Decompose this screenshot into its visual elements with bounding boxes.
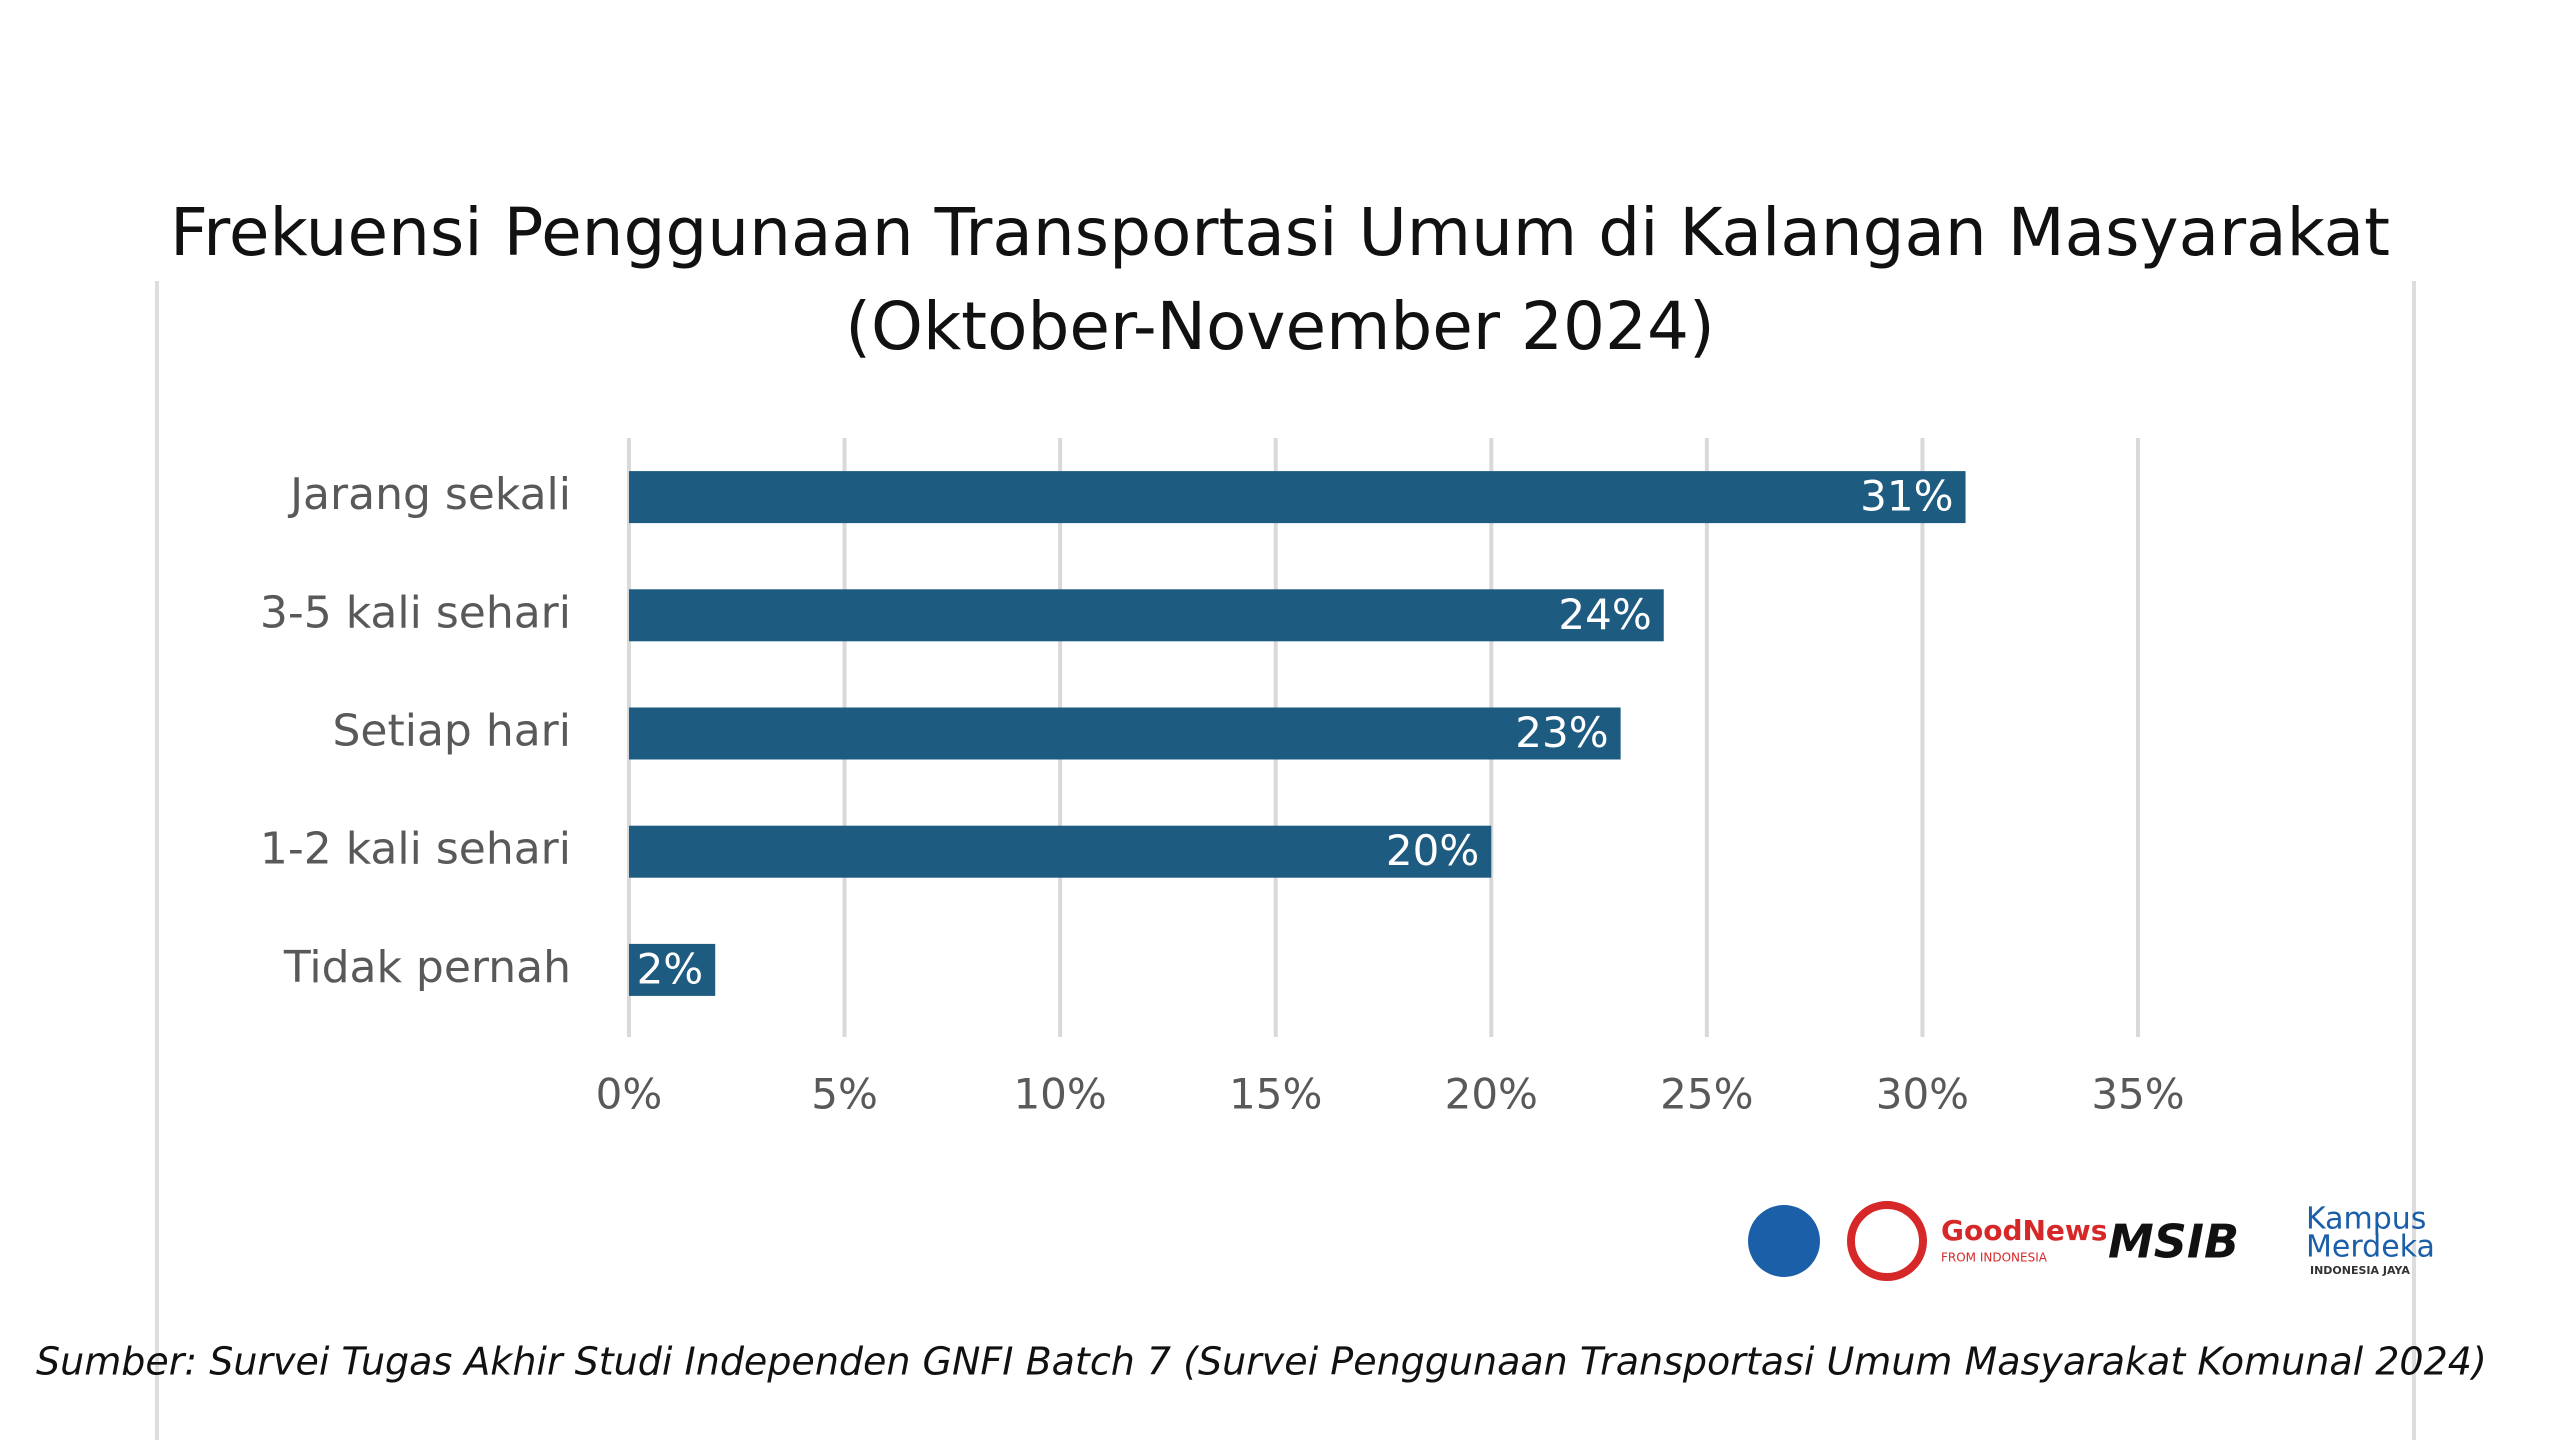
logo-text: Kampus <box>2306 1202 2426 1237</box>
value-label: 23% <box>1515 708 1608 757</box>
bar <box>629 707 1621 760</box>
logo-icon <box>1748 1205 1820 1277</box>
x-tick-label: 35% <box>2091 1070 2184 1119</box>
y-tick-label: 1-2 kali sehari <box>260 824 571 875</box>
chart-subtitle: (Oktober-November 2024) <box>845 288 1714 365</box>
source: Sumber: Survei Tugas Akhir Studi Indepen… <box>36 1340 2487 1384</box>
x-tick-label: 20% <box>1445 1070 1538 1119</box>
logo-text: MSIB <box>2108 1215 2239 1269</box>
logo-text: INDONESIA JAYA <box>2310 1264 2410 1277</box>
value-label: 31% <box>1860 472 1953 521</box>
logo-text: GoodNews <box>1941 1214 2107 1247</box>
bar <box>629 943 716 996</box>
value-label: 24% <box>1558 590 1651 639</box>
logo-icon <box>1847 1201 1927 1281</box>
bar <box>629 825 1492 878</box>
bar <box>629 471 1966 524</box>
y-tick-label: Setiap hari <box>332 706 571 757</box>
logo-text: FROM INDONESIA <box>1941 1251 2048 1265</box>
x-tick-label: 15% <box>1229 1070 1322 1119</box>
x-tick-label: 30% <box>1876 1070 1969 1119</box>
value-label: 2% <box>637 944 704 993</box>
x-tick-label: 25% <box>1660 1070 1753 1119</box>
y-tick-label: Jarang sekali <box>287 469 571 520</box>
y-tick-label: 3-5 kali sehari <box>260 587 571 638</box>
value-label: 20% <box>1386 826 1479 875</box>
x-tick-label: 10% <box>1013 1070 1106 1119</box>
y-tick-label: Tidak pernah <box>283 942 571 993</box>
chart-title: Frekuensi Penggunaan Transportasi Umum d… <box>170 194 2390 271</box>
x-tick-label: 5% <box>811 1070 878 1119</box>
x-tick-label: 0% <box>596 1070 663 1119</box>
bar <box>629 589 1664 642</box>
logos: GoodNews FROM INDONESIA MSIB Kampus Merd… <box>1748 1201 2435 1281</box>
logo-text: Merdeka <box>2306 1230 2435 1265</box>
